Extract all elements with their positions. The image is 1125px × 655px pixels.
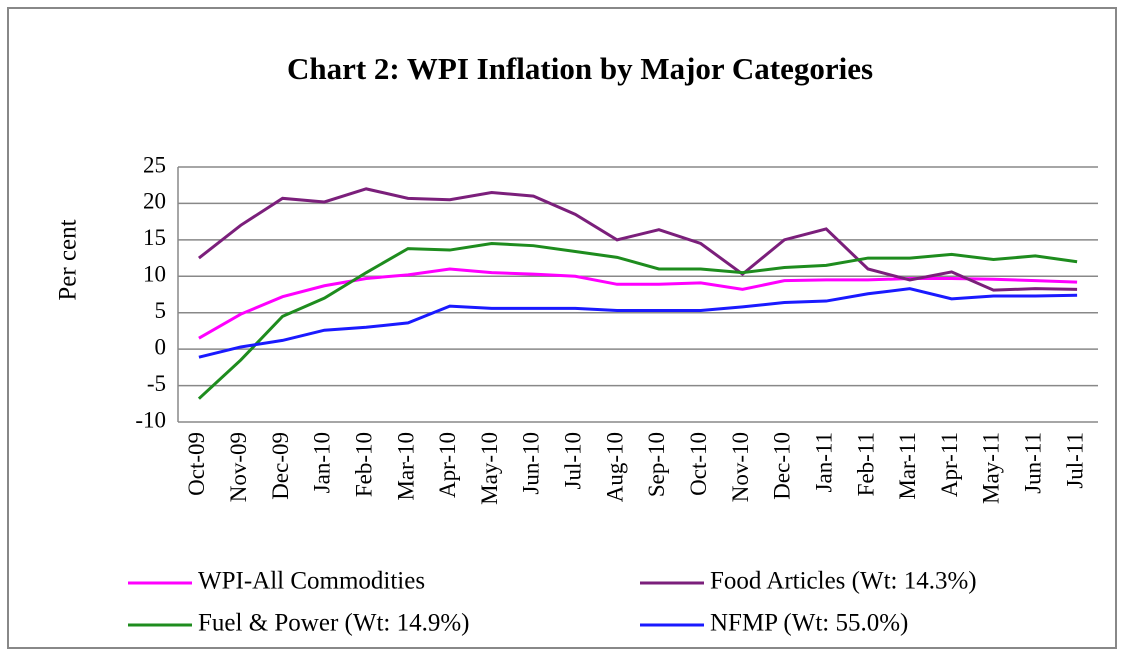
- x-tick-label: Aug-10: [602, 432, 627, 502]
- x-tick-label: Mar-10: [393, 432, 418, 501]
- x-tick-label: Jul-10: [561, 432, 586, 490]
- x-tick-label: Sep-10: [644, 432, 669, 497]
- x-tick-label: Dec-09: [268, 432, 293, 500]
- x-tick-label: Apr-10: [435, 432, 460, 498]
- series-line: [197, 187, 1078, 292]
- series-line: [198, 287, 1078, 359]
- x-tick-label: Jun-10: [519, 432, 544, 495]
- chart-frame: [7, 7, 1117, 649]
- series-line: [197, 241, 1078, 400]
- y-tick-label: 5: [155, 298, 167, 323]
- y-tick-label: 15: [143, 225, 166, 250]
- x-tick-label: Oct-10: [686, 432, 711, 496]
- y-tick-label: -5: [147, 371, 166, 396]
- x-tick-label: Nov-10: [728, 432, 753, 502]
- chart-title: Chart 2: WPI Inflation by Major Categori…: [287, 51, 873, 86]
- y-tick-label: 25: [143, 152, 166, 177]
- y-axis-label: Per cent: [55, 219, 82, 300]
- legend-label: Food Articles (Wt: 14.3%): [710, 568, 977, 595]
- y-tick-label: 0: [155, 334, 167, 359]
- series-line: [198, 267, 1078, 340]
- x-tick-label: Mar-11: [895, 432, 920, 500]
- legend-label: WPI-All Commodities: [198, 568, 425, 595]
- x-tick-label: Feb-10: [351, 432, 376, 497]
- y-tick-label: 10: [143, 262, 166, 287]
- x-tick-label: May-10: [477, 432, 502, 505]
- x-tick-label: Apr-11: [937, 432, 962, 497]
- x-tick-label: Nov-09: [226, 432, 251, 502]
- y-tick-label: 20: [143, 189, 166, 214]
- legend-label: NFMP (Wt: 55.0%): [710, 610, 908, 637]
- x-tick-label: Feb-11: [853, 432, 878, 496]
- x-tick-label: Jan-10: [310, 432, 335, 493]
- legend-label: Fuel & Power (Wt: 14.9%): [198, 610, 469, 637]
- x-tick-label: Oct-09: [184, 432, 209, 496]
- x-tick-label: Jan-11: [811, 432, 836, 492]
- x-tick-label: May-11: [979, 432, 1004, 504]
- y-tick-label: -10: [135, 407, 166, 432]
- x-tick-label: Dec-10: [770, 432, 795, 500]
- x-tick-label: Jun-11: [1021, 432, 1046, 494]
- x-tick-label: Jul-11: [1062, 432, 1087, 489]
